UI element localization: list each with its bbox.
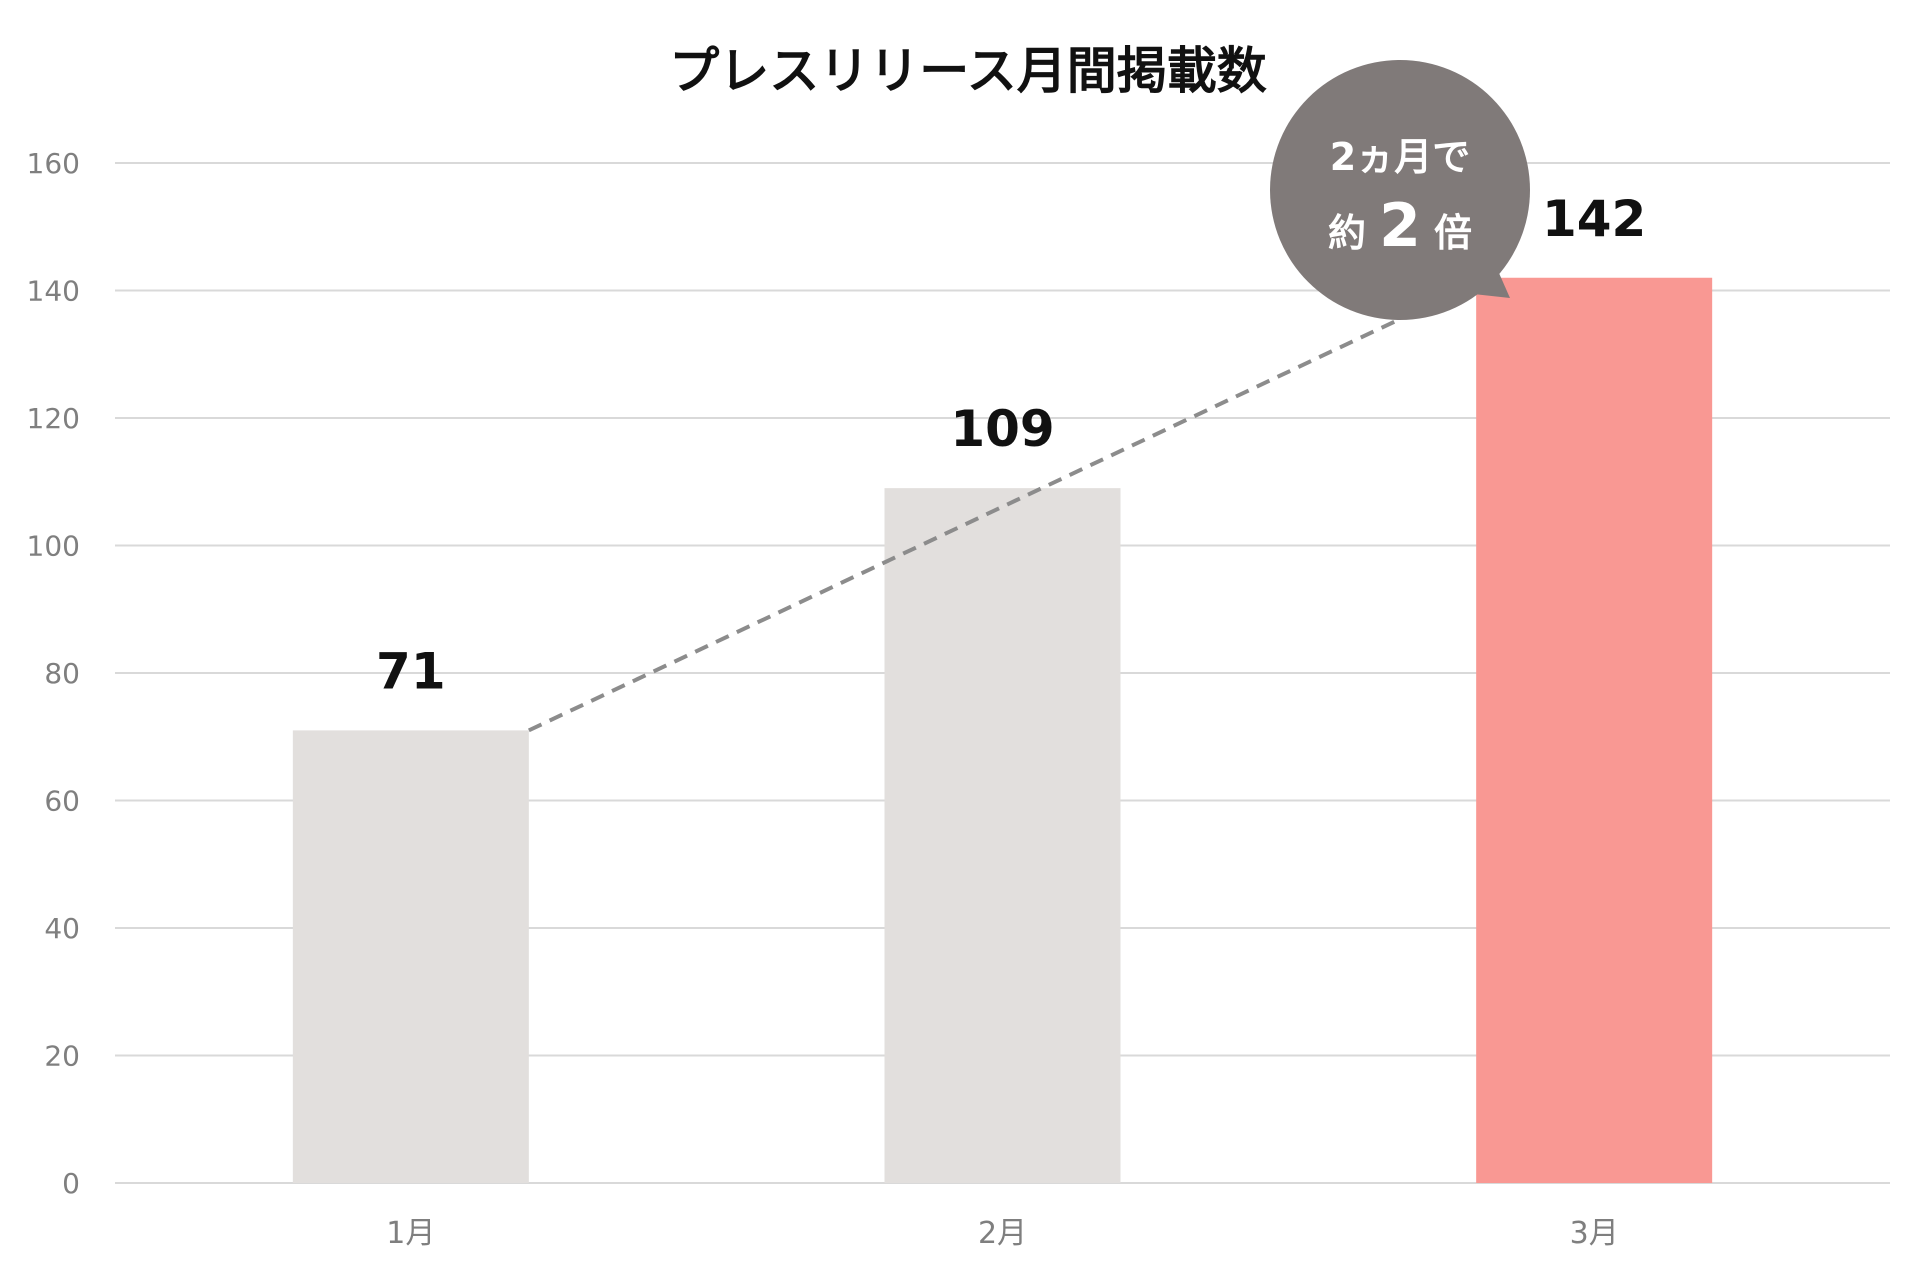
x-axis-ticks: 1月 2月 3月 xyxy=(386,1216,1618,1251)
y-tick-label: 140 xyxy=(27,275,80,308)
callout-line1: 2ヵ月で xyxy=(1330,135,1470,179)
data-label: 71 xyxy=(376,642,446,700)
callout-tail xyxy=(1455,230,1510,298)
x-tick-label: 3月 xyxy=(1570,1216,1619,1251)
chart-title: プレスリリース月間掲載数 xyxy=(669,42,1267,100)
data-label: 109 xyxy=(950,400,1054,458)
y-tick-label: 20 xyxy=(44,1040,80,1073)
y-tick-label: 40 xyxy=(44,912,80,945)
y-tick-label: 60 xyxy=(44,785,80,818)
y-tick-label: 120 xyxy=(27,402,80,435)
callout-suffix: 倍 xyxy=(1434,211,1472,255)
bars xyxy=(292,277,1713,1183)
callout-number: 2 xyxy=(1379,191,1421,261)
bar xyxy=(884,488,1121,1183)
callout-bubble: 2ヵ月で 約 2 倍 xyxy=(1270,60,1530,320)
x-tick-label: 2月 xyxy=(978,1216,1027,1251)
y-axis-ticks: 0 20 40 60 80 100 120 140 160 xyxy=(27,147,80,1200)
bar xyxy=(1476,277,1713,1183)
y-tick-label: 0 xyxy=(62,1167,80,1200)
y-tick-label: 80 xyxy=(44,657,80,690)
callout-line2: 約 2 倍 xyxy=(1328,191,1472,261)
y-tick-label: 160 xyxy=(27,147,80,180)
data-labels: 71 109 142 xyxy=(376,190,1646,701)
bar xyxy=(292,730,529,1183)
y-tick-label: 100 xyxy=(27,530,80,563)
data-label: 142 xyxy=(1542,190,1646,248)
callout-circle xyxy=(1270,60,1530,320)
x-tick-label: 1月 xyxy=(386,1216,435,1251)
callout-prefix: 約 xyxy=(1328,211,1366,255)
